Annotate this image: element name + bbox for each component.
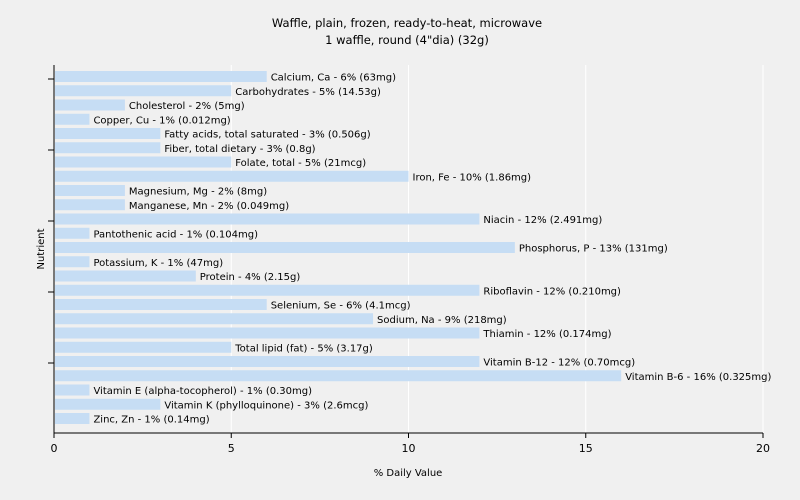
bar — [55, 142, 161, 154]
bar-label: Riboflavin - 12% (0.210mg) — [483, 286, 621, 297]
x-axis-title: % Daily Value — [374, 468, 443, 479]
x-tick-label: 15 — [579, 442, 593, 455]
bar — [55, 356, 480, 367]
bar-label: Fatty acids, total saturated - 3% (0.506… — [164, 130, 370, 141]
bar — [55, 85, 232, 97]
bar-label: Copper, Cu - 1% (0.012mg) — [93, 115, 230, 126]
x-ticks: 0 5 10 15 20 — [51, 433, 770, 455]
bar — [55, 71, 267, 82]
bar-label: Total lipid (fat) - 5% (3.17g) — [234, 343, 373, 354]
bar-label: Calcium, Ca - 6% (63mg) — [271, 73, 396, 84]
bar — [55, 313, 374, 325]
bar-label: Folate, total - 5% (21mcg) — [235, 158, 366, 169]
bar — [55, 370, 622, 382]
bar-label: Magnesium, Mg - 2% (8mg) — [129, 187, 267, 198]
x-tick-label: 20 — [756, 442, 770, 455]
bar-label: Cholesterol - 2% (5mg) — [129, 101, 245, 112]
bar — [55, 213, 480, 225]
bar — [55, 384, 90, 396]
bar — [55, 256, 90, 268]
bar — [55, 242, 515, 253]
bar — [55, 170, 409, 182]
x-tick-label: 10 — [402, 442, 416, 455]
chart-title: Waffle, plain, frozen, ready-to-heat, mi… — [272, 16, 542, 30]
bar-label: Fiber, total dietary - 3% (0.8g) — [164, 144, 315, 155]
bar — [55, 199, 125, 211]
bar-label: Phosphorus, P - 13% (131mg) — [519, 244, 668, 255]
bar-label: Pantothenic acid - 1% (0.104mg) — [93, 229, 258, 240]
bar-label: Vitamin B-12 - 12% (0.70mcg) — [483, 358, 635, 369]
bar-label: Thiamin - 12% (0.174mg) — [482, 329, 611, 340]
bar — [55, 227, 90, 239]
bar — [55, 99, 125, 111]
bar — [55, 413, 90, 424]
bar — [55, 341, 232, 353]
bar — [55, 398, 161, 410]
bar — [55, 270, 196, 282]
bar-label: Niacin - 12% (2.491mg) — [483, 215, 602, 226]
bar-label: Vitamin K (phylloquinone) - 3% (2.6mcg) — [164, 400, 368, 411]
bar — [55, 128, 161, 139]
bar-label: Carbohydrates - 5% (14.53g) — [235, 87, 381, 98]
bar — [55, 156, 232, 168]
bar-label: Selenium, Se - 6% (4.1mcg) — [271, 301, 411, 312]
bar — [55, 284, 480, 296]
chart-subtitle: 1 waffle, round (4"dia) (32g) — [325, 33, 489, 47]
bar — [55, 299, 267, 310]
bar-label: Iron, Fe - 10% (1.86mg) — [413, 172, 532, 183]
bar-label: Manganese, Mn - 2% (0.049mg) — [129, 201, 289, 212]
bar-label: Potassium, K - 1% (47mg) — [93, 258, 223, 269]
bar — [55, 327, 480, 339]
bar-label: Zinc, Zn - 1% (0.14mg) — [93, 415, 209, 426]
bar-label: Vitamin B-6 - 16% (0.325mg) — [625, 372, 771, 383]
bar-label: Sodium, Na - 9% (218mg) — [377, 315, 507, 326]
x-tick-label: 0 — [51, 442, 58, 455]
bar-label: Protein - 4% (2.15g) — [200, 272, 301, 283]
x-tick-label: 5 — [228, 442, 235, 455]
y-axis-title: Nutrient — [36, 228, 47, 269]
bar-label: Vitamin E (alpha-tocopherol) - 1% (0.30m… — [93, 386, 312, 397]
bar — [55, 113, 90, 125]
bars: Calcium, Ca - 6% (63mg) Carbohydrates - 5… — [55, 71, 772, 426]
bar — [55, 185, 125, 196]
